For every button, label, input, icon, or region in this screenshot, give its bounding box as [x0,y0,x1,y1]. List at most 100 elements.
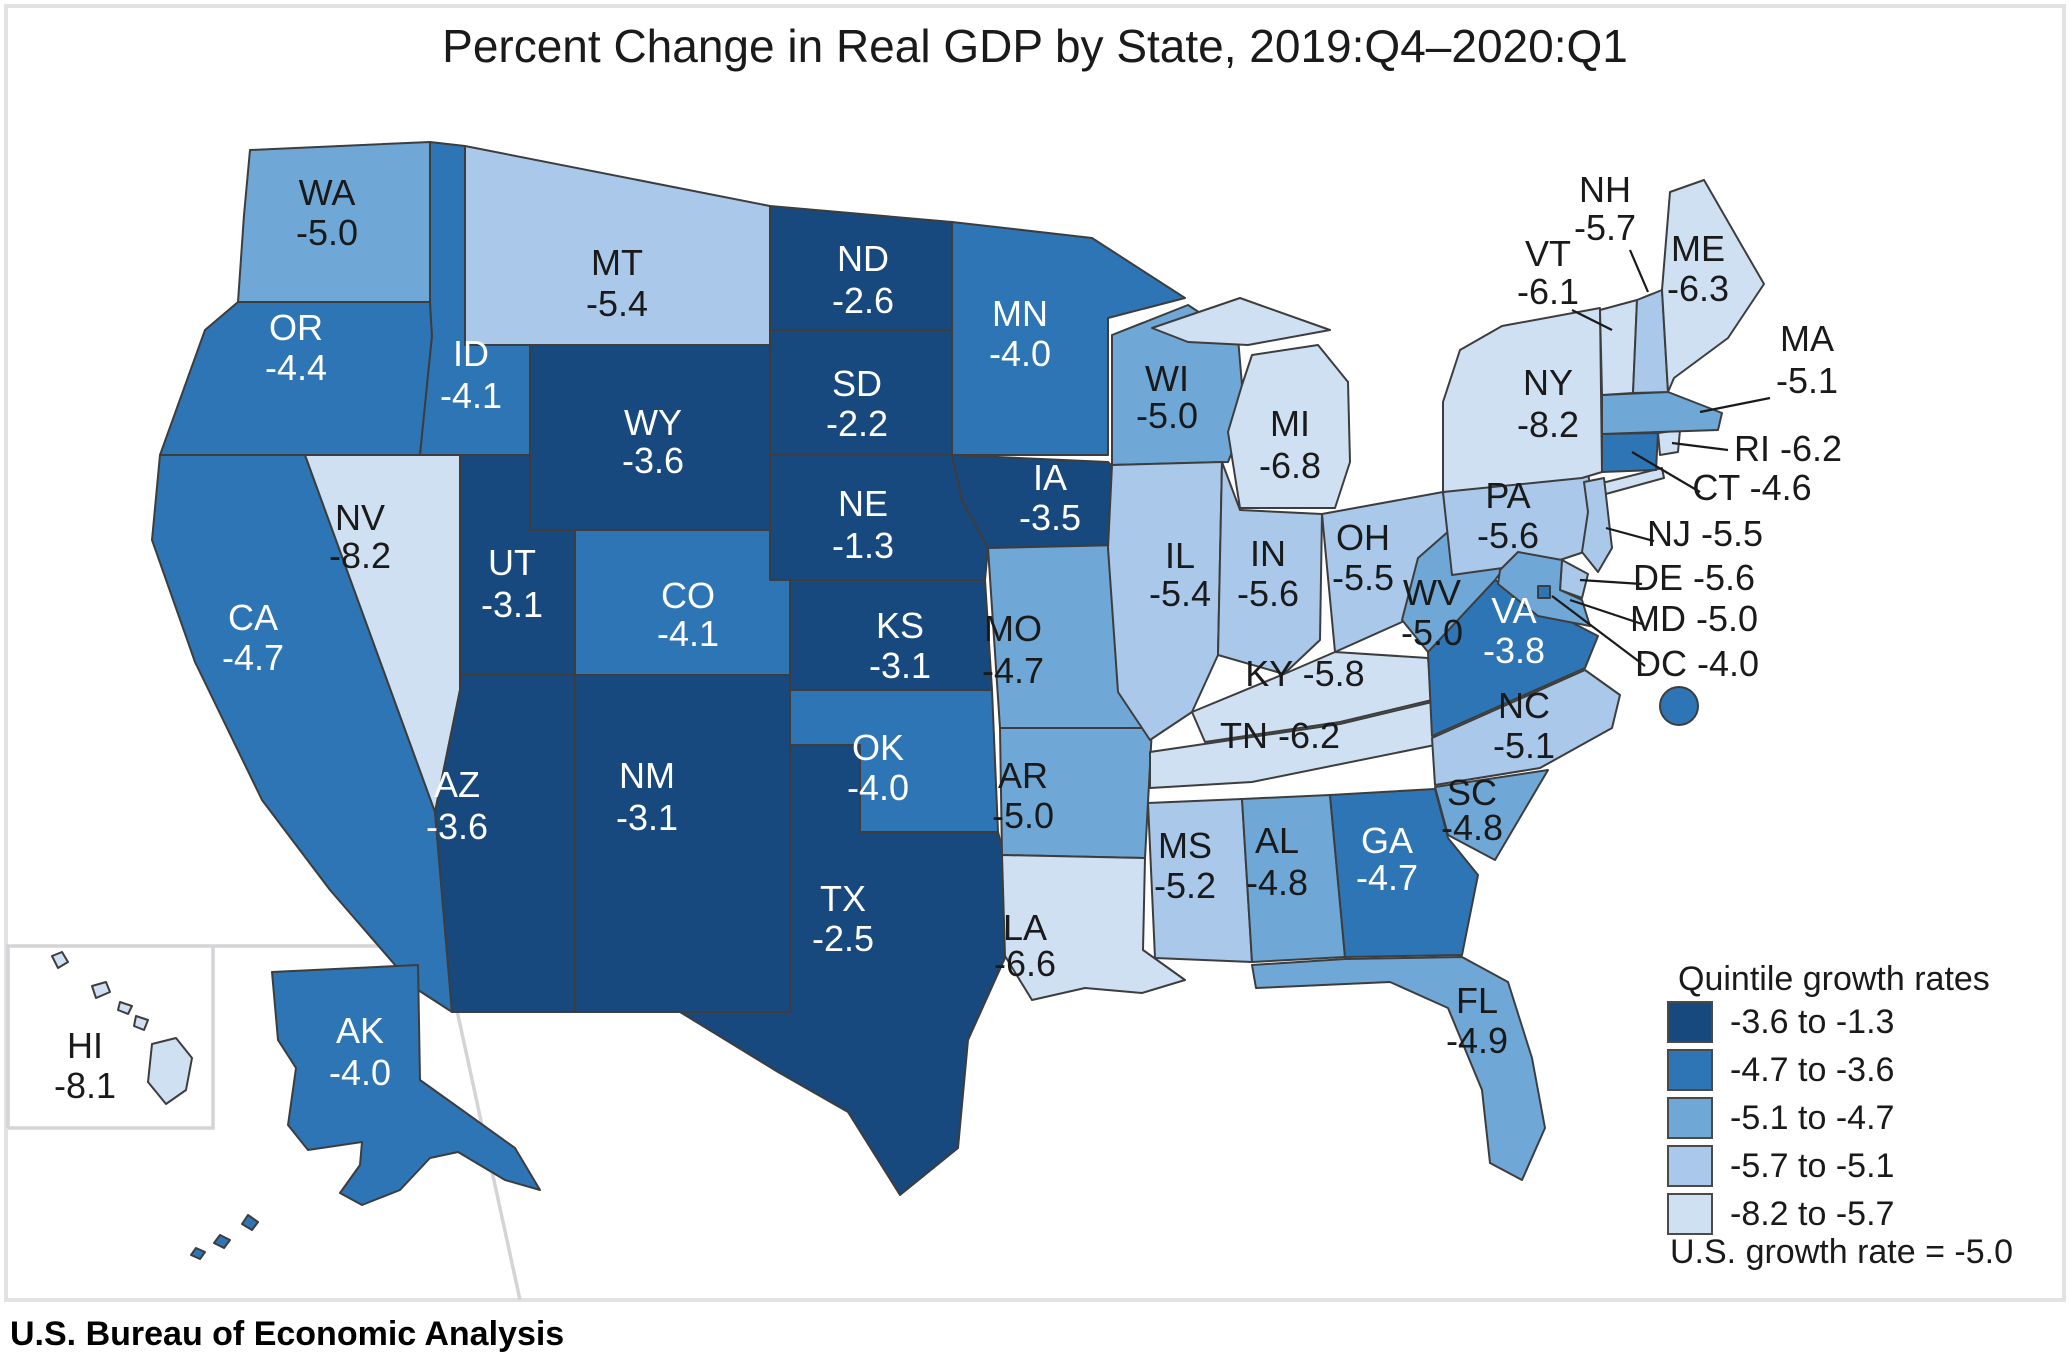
state-ak [190,1247,206,1260]
state-mt-label: -5.4 [586,283,648,324]
legend-swatch-q4 [1667,1145,1713,1187]
leader-line-nh [1628,249,1650,293]
leader-line-vt [1571,309,1613,331]
state-ga-label: -4.7 [1356,857,1418,898]
state-hi [147,1037,193,1105]
state-al-label: AL [1255,820,1299,861]
state-ny-label: NY [1523,362,1573,403]
legend-label-q4: -5.7 to -5.1 [1730,1147,1894,1185]
state-co-label: CO [661,575,715,616]
state-ak-label: -4.0 [329,1052,391,1093]
state-mi-label: -6.8 [1259,445,1321,486]
state-nj [1581,477,1613,573]
callout-ma-label: MA [1780,318,1834,359]
state-sd-label: SD [832,363,882,404]
callout-leader-lines [1551,249,1771,667]
state-id-label: ID [453,333,489,374]
state-tx-label: TX [820,878,866,919]
state-sc [1434,769,1549,861]
state-ks-label: -3.1 [869,645,931,686]
state-va-label: VA [1491,590,1536,631]
state-hi-label: HI [67,1025,103,1066]
state-ca-label: CA [228,597,278,638]
state-ny-label: -8.2 [1517,404,1579,445]
state-va-label: -3.8 [1483,630,1545,671]
legend: Quintile growth rates -3.6 to -1.3 -4.7 … [1667,960,2013,1271]
state-nv-label: -8.2 [329,535,391,576]
legend-label-q3: -5.1 to -4.7 [1730,1099,1894,1137]
state-ut-label: UT [488,542,536,583]
state-id-label: -4.1 [440,375,502,416]
dc-circle-marker [1659,686,1699,726]
leader-line-md [1569,598,1643,626]
state-wy-label: WY [624,402,682,443]
state-la-label: LA [1003,907,1047,948]
callout-ri-label: RI -6.2 [1734,428,1842,469]
leader-line-ri [1671,441,1729,452]
state-or-label: -4.4 [265,347,327,388]
state-pa-label: PA [1485,475,1530,516]
state-hi [117,1001,133,1015]
state-ar-label: -5.0 [992,795,1054,836]
state-mn-label: -4.0 [989,333,1051,374]
state-ut-label: -3.1 [481,584,543,625]
state-ks-label: KS [876,605,924,646]
state-fl [1251,956,1546,1181]
state-hi [91,981,111,999]
callout-nh-label: -5.7 [1574,207,1636,248]
callout-de-label: DE -5.6 [1633,557,1755,598]
state-nm-label: NM [619,755,675,796]
state-nm [574,674,791,1013]
state-wy-label: -3.6 [622,440,684,481]
state-ne-label: -1.3 [832,525,894,566]
states-layer [51,141,1765,1260]
state-wi-label: -5.0 [1136,395,1198,436]
leader-line-de [1579,578,1643,586]
state-az-label: -3.6 [426,806,488,847]
state-ia-label: -3.5 [1019,497,1081,538]
state-nc-label: -5.1 [1493,725,1555,766]
state-az-label: AZ [434,764,480,805]
state-nm-label: -3.1 [616,797,678,838]
legend-swatch-q3 [1667,1097,1713,1139]
state-ok-label: OK [852,727,904,768]
state-ky-label: KY -5.8 [1245,653,1364,694]
state-mn-label: MN [992,293,1048,334]
state-mo-label: MO [984,608,1042,649]
legend-title: Quintile growth rates [1678,960,1990,998]
state-ak-label: AK [336,1010,384,1051]
legend-us-growth-note: U.S. growth rate = -5.0 [1670,1233,2013,1271]
state-il-label: IL [1165,535,1195,576]
state-ak [241,1214,259,1231]
state-me-label: ME [1671,228,1725,269]
state-mi-label: MI [1270,403,1310,444]
state-ak [213,1234,231,1249]
state-ct [1601,432,1659,473]
state-oh-label: -5.5 [1332,557,1394,598]
state-hi [133,1015,149,1031]
state-ne-label: NE [838,483,888,524]
state-sc-label: -4.8 [1441,807,1503,848]
callout-ma-label: -5.1 [1776,360,1838,401]
state-dc [1537,585,1551,599]
state-in-label: -5.6 [1237,573,1299,614]
state-wa-label: -5.0 [296,212,358,253]
source-attribution: U.S. Bureau of Economic Analysis [10,1315,564,1353]
state-pa-label: -5.6 [1477,515,1539,556]
state-la-label: -6.6 [994,943,1056,984]
state-ak [271,964,541,1206]
state-vt [1599,299,1638,396]
state-nd-label: ND [837,238,889,279]
state-ms-label: MS [1158,825,1212,866]
state-nc [1431,669,1621,786]
state-ia-label: IA [1033,457,1067,498]
state-fl-label: FL [1456,980,1498,1021]
state-wa-label: WA [299,172,356,213]
state-al-label: -4.8 [1246,862,1308,903]
state-hi [51,951,69,969]
leader-line-dc [1551,595,1646,667]
state-or-label: OR [269,307,323,348]
state-nd-label: -2.6 [832,280,894,321]
